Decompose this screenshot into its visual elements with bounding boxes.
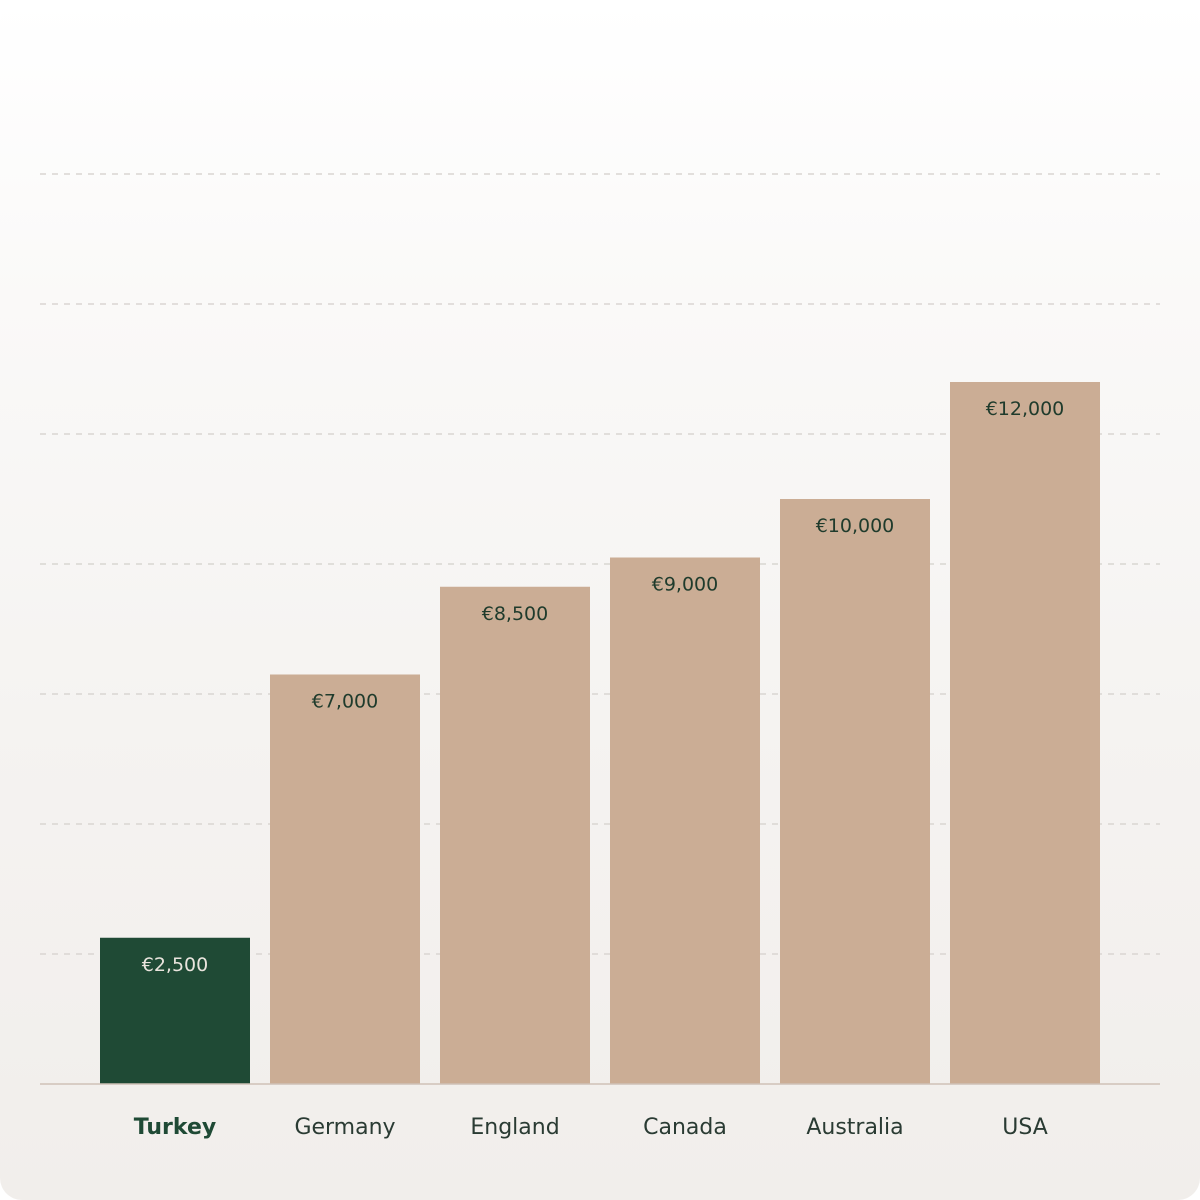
category-labels: Turkey Germany England Canada Australia USA (134, 1115, 1048, 1140)
value-label-turkey: €2,500 (142, 954, 208, 976)
value-label-germany: €7,000 (312, 691, 378, 713)
category-label-germany: Germany (294, 1115, 395, 1140)
bar-germany (270, 674, 420, 1084)
category-label-australia: Australia (806, 1115, 903, 1140)
bar-canada (610, 557, 760, 1084)
category-label-usa: USA (1002, 1115, 1048, 1140)
value-label-australia: €10,000 (816, 515, 895, 537)
value-label-canada: €9,000 (652, 574, 718, 596)
bar-usa (950, 382, 1100, 1084)
bars (100, 382, 1100, 1084)
bar-england (440, 586, 590, 1084)
category-label-england: England (470, 1115, 559, 1140)
value-labels: €2,500 €7,000 €8,500 €9,000 €10,000 €12,000 (142, 398, 1065, 976)
value-label-england: €8,500 (482, 603, 548, 625)
bar-turkey (100, 937, 250, 1084)
category-label-canada: Canada (643, 1115, 727, 1140)
bar-australia (780, 499, 930, 1084)
value-label-usa: €12,000 (986, 398, 1065, 420)
category-label-turkey: Turkey (134, 1115, 216, 1140)
